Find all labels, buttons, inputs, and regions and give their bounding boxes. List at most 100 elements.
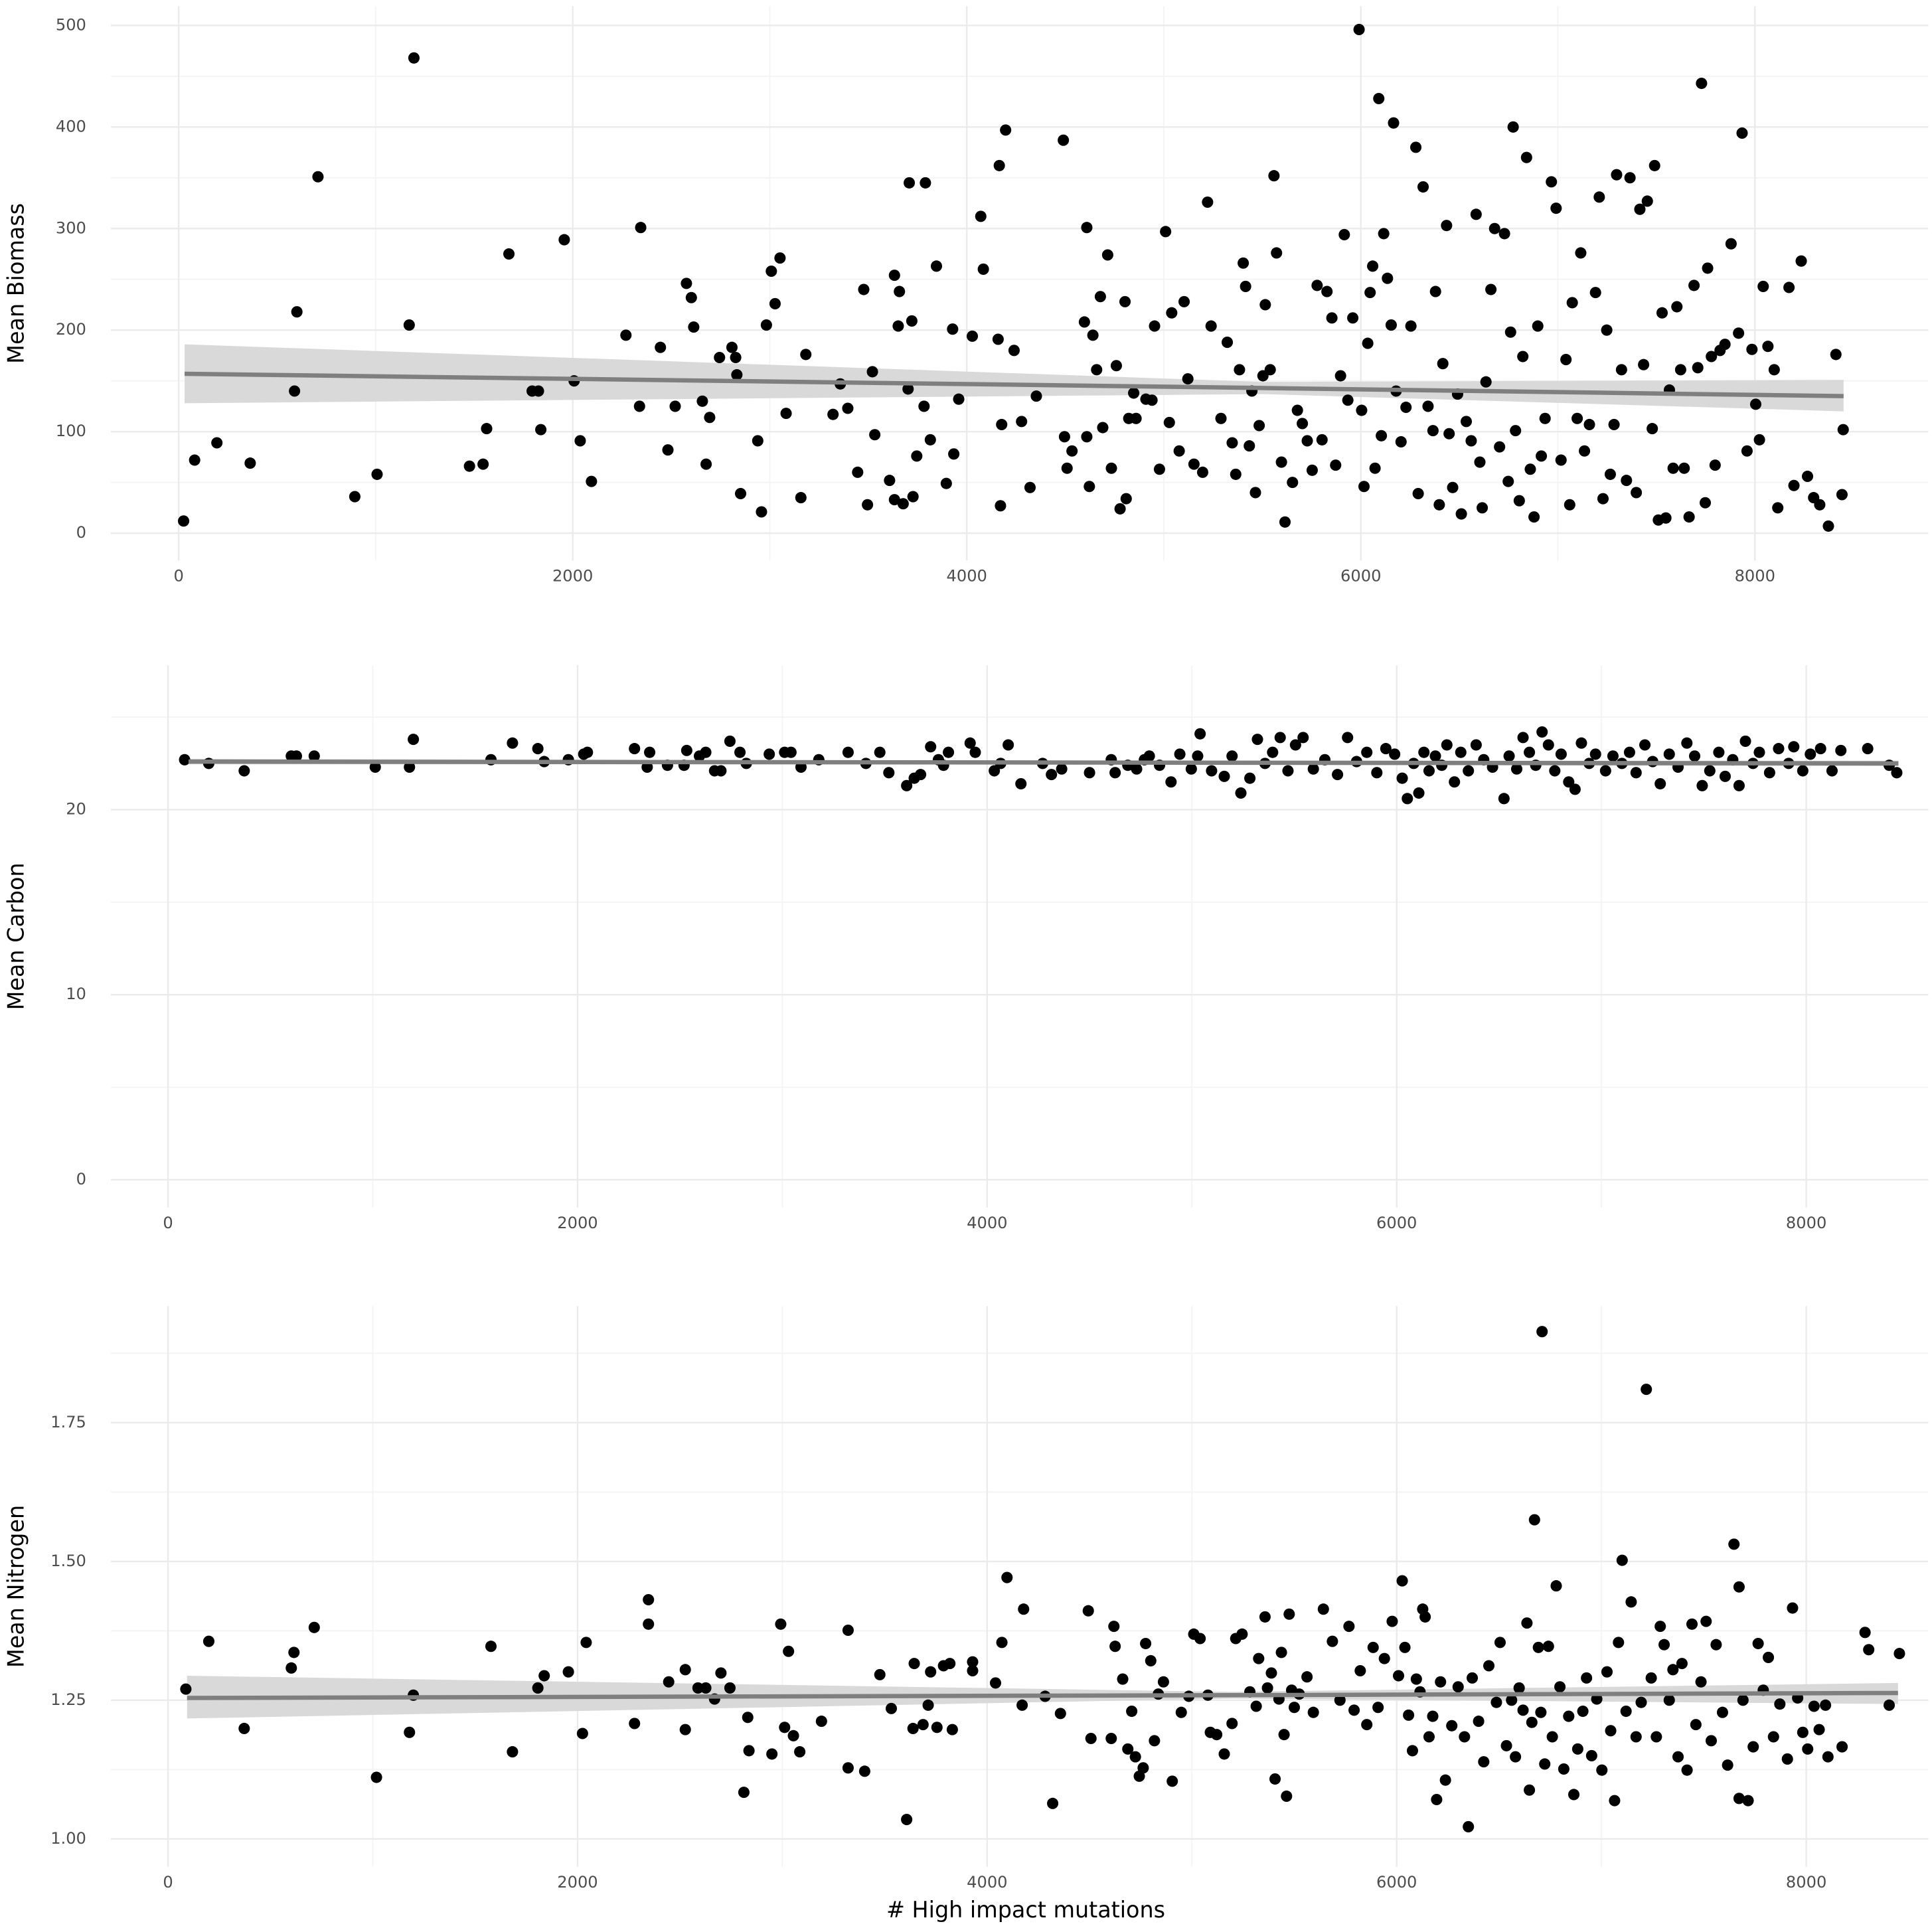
data-point <box>946 1724 958 1735</box>
data-point <box>1605 1725 1617 1737</box>
data-point <box>1403 1709 1415 1721</box>
data-point <box>1747 1741 1759 1753</box>
data-point <box>795 492 807 504</box>
data-point <box>1463 1820 1475 1832</box>
data-point <box>1278 1729 1290 1741</box>
data-point <box>503 248 515 260</box>
data-point <box>906 315 918 327</box>
data-point <box>1465 435 1477 447</box>
data-point <box>1524 1784 1536 1796</box>
data-point <box>403 319 415 331</box>
data-point <box>202 1635 214 1647</box>
data-point <box>1378 1652 1390 1664</box>
data-point <box>931 1722 943 1733</box>
data-point <box>1528 511 1540 523</box>
data-point <box>1683 511 1695 523</box>
data-point <box>1358 481 1370 493</box>
data-point <box>1149 1735 1161 1747</box>
data-point <box>944 1658 956 1670</box>
data-point <box>643 1618 655 1630</box>
data-point <box>349 491 361 503</box>
data-point <box>1281 1790 1293 1802</box>
data-point <box>966 330 979 342</box>
data-point <box>1494 441 1506 453</box>
data-point <box>629 743 641 755</box>
y-tick-label: 20 <box>66 800 86 819</box>
data-point <box>1343 1621 1355 1633</box>
data-point <box>862 499 874 511</box>
data-point <box>1389 748 1401 760</box>
data-point <box>1373 92 1385 105</box>
data-point <box>1205 320 1217 332</box>
data-point <box>1814 499 1826 511</box>
data-point <box>1571 1743 1583 1755</box>
data-point <box>1893 1648 1905 1660</box>
data-point <box>1814 743 1826 755</box>
x-axis-title: # High impact mutations <box>886 1897 1165 1923</box>
data-point <box>1719 770 1731 782</box>
data-point <box>1259 1611 1271 1623</box>
data-point <box>902 383 914 395</box>
data-point <box>1317 1603 1329 1615</box>
data-point <box>714 351 726 364</box>
data-point <box>1604 468 1616 480</box>
y-tick-label: 1.00 <box>50 1829 86 1848</box>
data-point <box>785 746 797 758</box>
data-point <box>918 400 930 412</box>
data-point <box>288 1647 300 1658</box>
data-point <box>1596 1764 1608 1776</box>
data-point <box>1129 1751 1141 1763</box>
data-point <box>1716 1706 1728 1718</box>
data-point <box>1774 1698 1786 1710</box>
data-point <box>1410 1673 1422 1685</box>
data-point <box>1674 364 1686 376</box>
data-point <box>885 1702 898 1714</box>
data-point <box>780 408 792 420</box>
data-point <box>1550 202 1562 214</box>
data-point <box>1054 1708 1066 1720</box>
data-point <box>1321 285 1333 297</box>
data-point <box>1577 1706 1589 1718</box>
data-point <box>1630 767 1642 779</box>
data-point <box>1348 1704 1360 1716</box>
data-point <box>655 341 667 353</box>
data-point <box>1396 1575 1408 1587</box>
data-point <box>481 423 493 435</box>
data-point <box>842 1762 854 1774</box>
data-point <box>404 1726 416 1738</box>
trend-line <box>187 1690 1898 1700</box>
data-point <box>1446 1720 1458 1731</box>
data-point <box>562 1666 574 1678</box>
data-point <box>1289 739 1301 751</box>
data-point <box>1539 412 1551 424</box>
x-tick-label: 0 <box>163 1873 173 1892</box>
data-point <box>1688 750 1701 762</box>
data-point <box>1429 285 1441 297</box>
data-point <box>1788 479 1800 491</box>
data-point <box>477 458 489 470</box>
data-point <box>1412 487 1424 500</box>
data-point <box>1361 1719 1373 1731</box>
y-tick-label: 10 <box>66 985 86 1003</box>
data-point <box>1334 370 1346 382</box>
data-point <box>1575 247 1587 259</box>
data-point <box>1753 434 1765 445</box>
data-point <box>291 306 303 318</box>
data-point <box>532 743 544 755</box>
data-point <box>1163 416 1175 428</box>
data-point <box>1046 769 1058 781</box>
data-point <box>1863 1644 1875 1656</box>
data-point <box>1599 765 1611 777</box>
data-point <box>1822 520 1834 532</box>
data-point <box>679 1664 691 1676</box>
y-tick-label: 0 <box>76 1170 86 1188</box>
data-point <box>752 435 764 447</box>
data-point <box>1347 312 1359 324</box>
data-point <box>901 779 913 791</box>
data-point <box>1435 1676 1447 1688</box>
data-point <box>1891 767 1903 779</box>
data-point <box>582 746 594 758</box>
data-point <box>1513 495 1525 507</box>
data-point <box>662 444 674 456</box>
data-point <box>1639 739 1651 751</box>
